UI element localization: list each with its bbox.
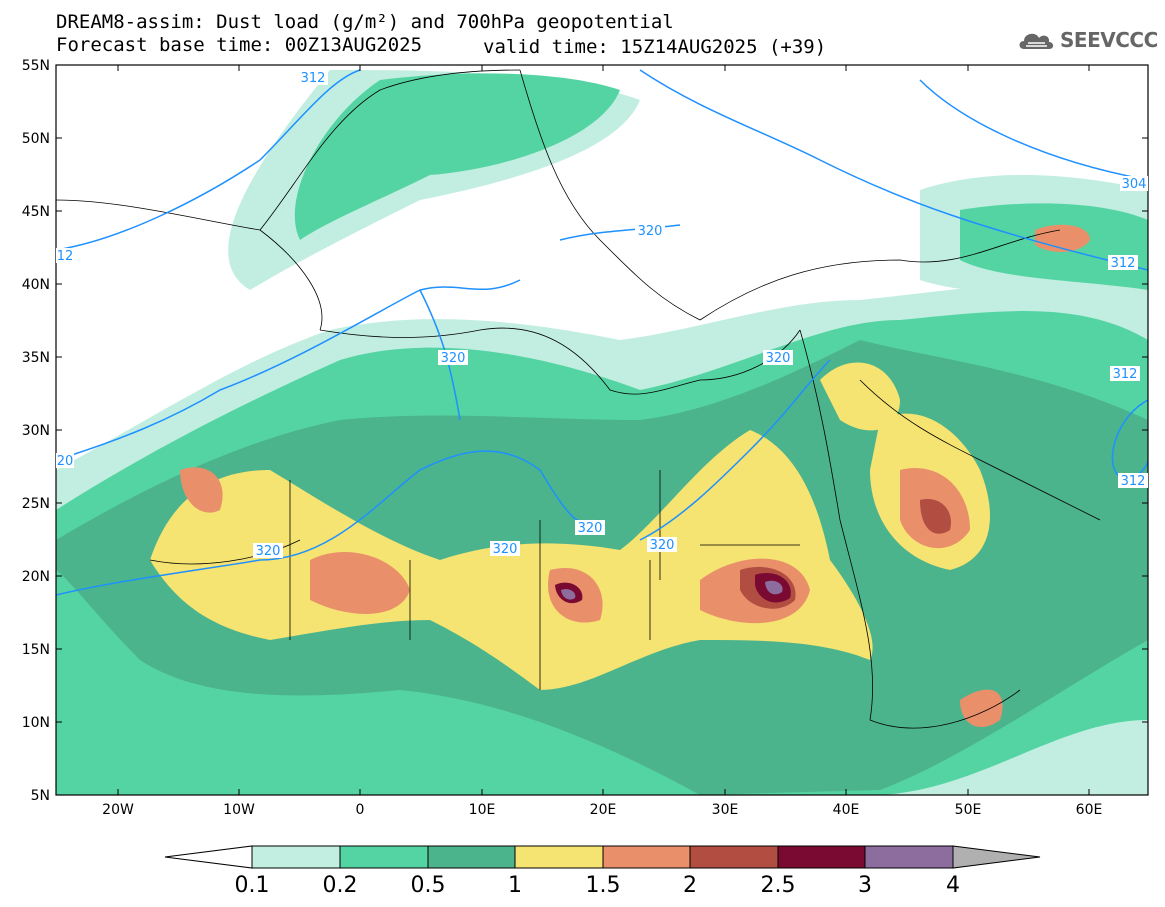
- lat-label: 40N: [22, 277, 50, 293]
- contour-320-libya: [419, 289, 461, 421]
- colorbar-tick: 2.5: [761, 873, 796, 898]
- contour-label: 320: [650, 538, 675, 553]
- dust-band-somalia: [960, 689, 1003, 728]
- colorbar-swatch: [428, 846, 515, 868]
- map-title: DREAM8-assim: Dust load (g/m²) and 700hP…: [56, 11, 674, 33]
- colorbar: 0.1 0.2 0.5 1 1.5 2 2.5 3 4: [164, 845, 1041, 898]
- lon-label: 30E: [712, 802, 739, 818]
- lat-label: 15N: [22, 642, 50, 658]
- contour-label: 312: [301, 71, 326, 86]
- lat-label: 55N: [22, 58, 50, 74]
- dust-band-iraq-high: [820, 362, 900, 431]
- dust-band-high: [150, 430, 873, 690]
- lon-axis: 20W 10W 0 10E 20E 30E 40E 50E 60E: [102, 802, 1102, 818]
- colorbar-swatch: [340, 846, 428, 868]
- lat-label: 20N: [22, 569, 50, 585]
- contour-labels: 312 320 12 20 320 320 320 320 320 320 30…: [56, 70, 1148, 559]
- dust-band-veryhigh: [310, 551, 410, 614]
- lon-label: 20E: [590, 802, 617, 818]
- lon-label: 40E: [833, 802, 860, 818]
- contour-320-east: [639, 359, 831, 541]
- lat-label: 10N: [22, 715, 50, 731]
- lat-label: 35N: [22, 350, 50, 366]
- contour-label: 320: [766, 351, 791, 366]
- colorbar-tick: 1.5: [586, 873, 621, 898]
- dust-field: [56, 69, 1148, 795]
- lat-label: 45N: [22, 204, 50, 220]
- colorbar-swatch: [603, 846, 690, 868]
- contour-label: 20: [57, 454, 74, 469]
- contour-304: [919, 79, 1148, 181]
- lat-label: 5N: [31, 788, 50, 804]
- contour-label: 320: [578, 521, 603, 536]
- colorbar-under-arrow: [164, 845, 253, 869]
- colorbar-tick: 0.5: [411, 873, 446, 898]
- lat-axis: 55N 50N 45N 40N 35N 30N 25N 20N 15N 10N …: [22, 58, 50, 804]
- lon-label: 10E: [469, 802, 496, 818]
- forecast-base-time: Forecast base time: 00Z13AUG2025: [56, 34, 423, 56]
- lon-label: 50E: [955, 802, 982, 818]
- dust-band-europe-moderate: [294, 73, 620, 240]
- lat-ticks: [56, 65, 1148, 795]
- colorbar-tick: 0.2: [323, 873, 358, 898]
- dust-band-extreme-arabia: [920, 499, 951, 534]
- cloud-icon: [1019, 33, 1054, 49]
- lon-label: 0: [356, 802, 365, 818]
- contour-label: 320: [256, 544, 281, 559]
- contour-label: 312: [1121, 474, 1146, 489]
- geopotential-contours: [56, 69, 1148, 596]
- contour-320-balkan: [559, 224, 681, 241]
- colorbar-swatch: [515, 846, 603, 868]
- lat-label: 30N: [22, 423, 50, 439]
- colorbar-over-arrow: [952, 845, 1041, 869]
- contour-label: 320: [493, 542, 518, 557]
- contour-label: 312: [1113, 367, 1138, 382]
- valid-time: valid time: 15Z14AUG2025 (+39): [483, 36, 827, 58]
- seevccc-logo: SEEVCCC: [1016, 27, 1158, 53]
- colorbar-swatch: [252, 846, 340, 868]
- colorbar-swatch: [865, 846, 953, 868]
- contour-label: 12: [57, 249, 74, 264]
- colorbar-tick: 1: [508, 873, 522, 898]
- dust-band-max: [765, 580, 783, 595]
- lat-label: 25N: [22, 496, 50, 512]
- lon-label: 20W: [102, 802, 134, 818]
- colorbar-tick: 3: [858, 873, 872, 898]
- contour-label: 312: [1111, 256, 1136, 271]
- colorbar-swatch: [690, 846, 778, 868]
- contour-312-east: [639, 69, 1148, 271]
- contour-label: 304: [1122, 177, 1147, 192]
- contour-312-west: [56, 69, 361, 251]
- colorbar-tick: 0.1: [235, 873, 270, 898]
- lon-label: 10W: [223, 802, 255, 818]
- contour-label: 320: [441, 351, 466, 366]
- logo-text: SEEVCCC: [1060, 28, 1158, 52]
- lon-label: 60E: [1076, 802, 1103, 818]
- colorbar-tick: 2: [683, 873, 697, 898]
- contour-320-west: [56, 279, 521, 461]
- colorbar-swatch: [778, 846, 865, 868]
- colorbar-tick: 4: [946, 873, 960, 898]
- country-borders: [56, 69, 1101, 729]
- dust-band-max-chad: [561, 589, 576, 600]
- contour-label: 320: [638, 224, 663, 239]
- lat-label: 50N: [22, 131, 50, 147]
- contour-320-sahara: [56, 450, 601, 596]
- dust-band-westsahara: [180, 467, 223, 513]
